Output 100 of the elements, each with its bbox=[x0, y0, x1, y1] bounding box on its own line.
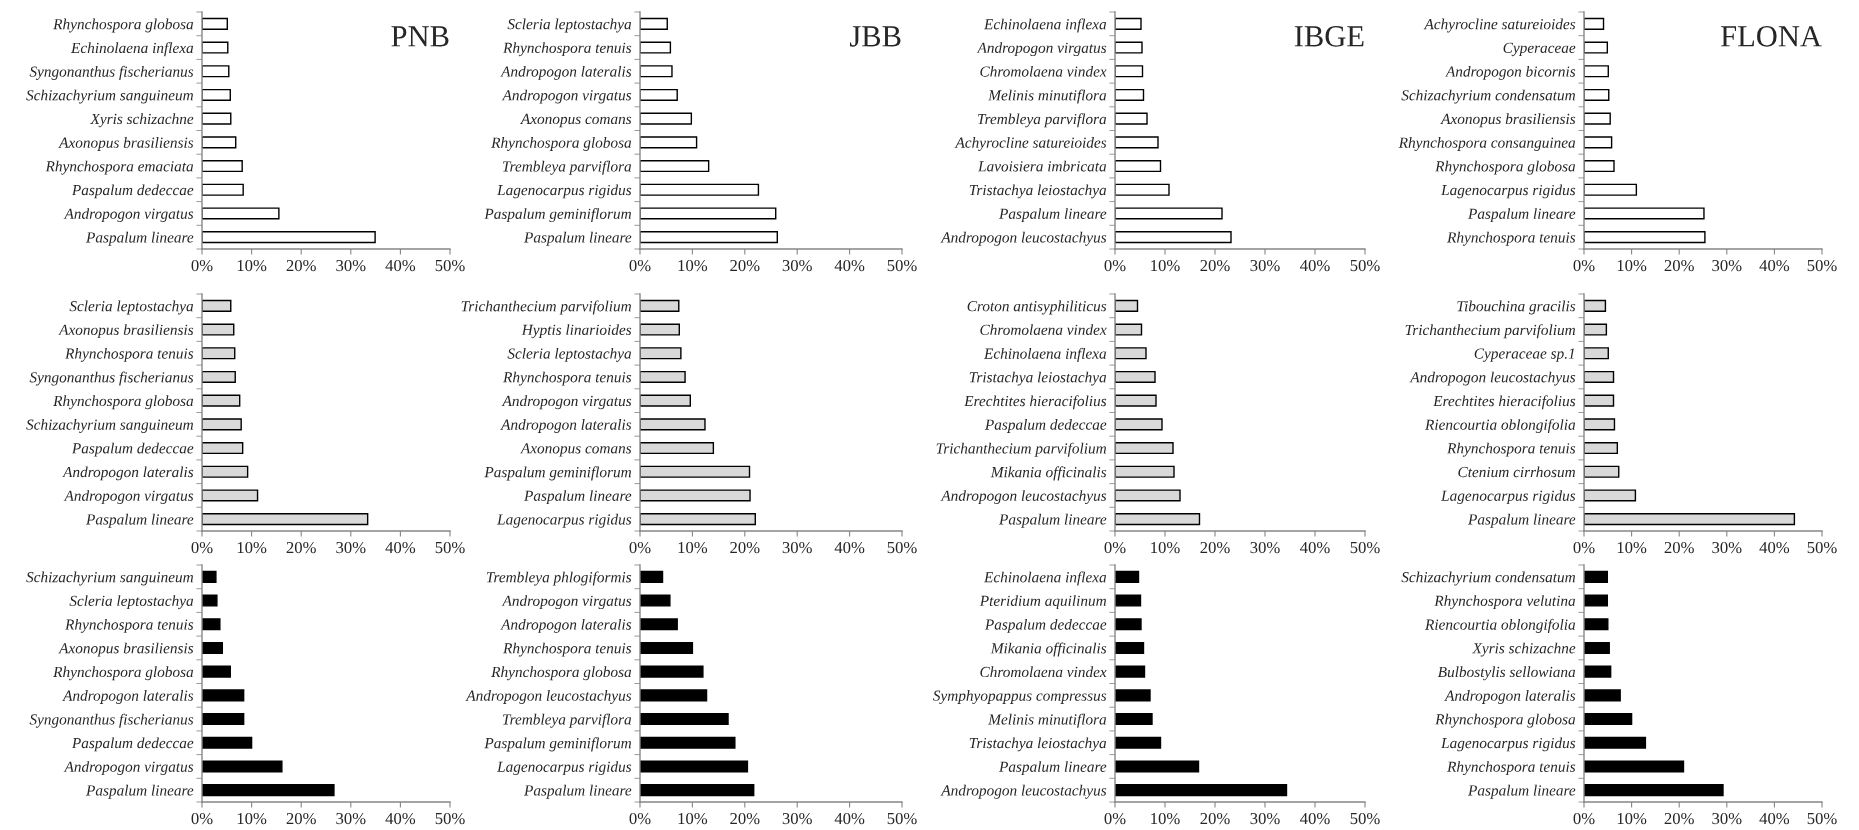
bar bbox=[202, 41, 229, 54]
x-tick-label: 0% bbox=[629, 541, 651, 554]
x-tick-label: 20% bbox=[286, 812, 316, 825]
y-tick-label: Mikania officinalis bbox=[990, 642, 1107, 657]
bar bbox=[1584, 183, 1638, 196]
x-tick-label: 50% bbox=[887, 259, 917, 272]
bar bbox=[1115, 618, 1142, 631]
bar bbox=[640, 570, 664, 583]
y-tick-label: Paspalum geminiflorum bbox=[484, 466, 632, 481]
y-tick-label: Riencourtia oblongifolia bbox=[1424, 618, 1576, 633]
x-tick-label: 20% bbox=[730, 541, 760, 554]
bar bbox=[640, 17, 668, 30]
bar bbox=[640, 618, 678, 631]
y-tick-label: Rhynchospora tenuis bbox=[503, 42, 632, 57]
bar bbox=[202, 160, 243, 173]
y-tick-label: Rhynchospora globosa bbox=[1435, 160, 1576, 175]
bar bbox=[640, 489, 751, 502]
x-tick-label: 40% bbox=[1759, 812, 1790, 825]
x-tick-label: 40% bbox=[385, 812, 416, 825]
y-tick-label: Scleria leptostachya bbox=[69, 300, 194, 315]
bar bbox=[1115, 370, 1156, 383]
bar bbox=[1115, 570, 1140, 583]
y-tick-label: Paspalum lineare bbox=[523, 231, 632, 246]
bar bbox=[1115, 465, 1175, 478]
bar bbox=[1115, 760, 1200, 773]
y-tick-label: Andropogon lateralis bbox=[500, 618, 632, 633]
bar bbox=[640, 41, 672, 54]
y-tick-label: Paspalum lineare bbox=[523, 784, 632, 799]
x-tick-label: 40% bbox=[385, 259, 416, 272]
x-tick-label: 40% bbox=[1759, 541, 1790, 554]
x-tick-label: 20% bbox=[730, 812, 760, 825]
bar bbox=[1115, 713, 1153, 726]
y-tick-label: Andropogon virgatus bbox=[63, 208, 194, 222]
y-tick-label: Paspalum dedeccae bbox=[71, 442, 194, 457]
bar bbox=[1115, 207, 1223, 220]
bar bbox=[202, 183, 244, 196]
x-tick-label: 20% bbox=[1664, 259, 1694, 272]
bar bbox=[202, 418, 242, 431]
bar bbox=[1115, 513, 1201, 526]
x-tick-label: 0% bbox=[1104, 541, 1126, 554]
y-tick-label: Xyris schizachne bbox=[90, 113, 194, 128]
x-tick-label: 50% bbox=[435, 541, 465, 554]
y-tick-label: Paspalum geminiflorum bbox=[484, 737, 632, 752]
bar bbox=[640, 513, 756, 526]
bar bbox=[1115, 665, 1146, 678]
y-tick-label: Tristachya leiostachya bbox=[969, 371, 1107, 386]
x-tick-label: 30% bbox=[336, 259, 366, 272]
y-tick-label: Axonopus comans bbox=[520, 113, 632, 128]
x-tick-label: 30% bbox=[1250, 541, 1280, 554]
y-tick-label: Chromolaena vindex bbox=[980, 324, 1107, 336]
y-tick-label: Rhynchospora globosa bbox=[53, 395, 194, 410]
y-tick-label: Trembleya phlogiformis bbox=[486, 571, 632, 586]
x-tick-label: 10% bbox=[1617, 812, 1647, 825]
bar bbox=[1115, 299, 1139, 312]
bar bbox=[1115, 136, 1159, 149]
bar bbox=[1115, 489, 1181, 502]
y-tick-label: Syngonanthus fischerianus bbox=[29, 371, 194, 386]
y-tick-label: Rhynchospora tenuis bbox=[1447, 231, 1576, 246]
y-tick-label: Bulbostylis sellowiana bbox=[1437, 666, 1576, 681]
y-tick-label: Achyrocline satureioides bbox=[954, 137, 1107, 151]
y-tick-label: Rhynchospora tenuis bbox=[65, 347, 194, 362]
bar bbox=[640, 418, 706, 431]
bar bbox=[1584, 641, 1610, 654]
x-tick-label: 10% bbox=[237, 259, 267, 272]
bar bbox=[1115, 347, 1147, 360]
bar bbox=[1115, 65, 1144, 78]
y-tick-label: Syngonanthus fischerianus bbox=[29, 713, 194, 728]
y-tick-label: Riencourtia oblongifolia bbox=[1424, 418, 1576, 433]
bar bbox=[202, 231, 376, 244]
y-tick-label: Chromolaena vindex bbox=[980, 666, 1107, 678]
x-tick-label: 0% bbox=[191, 812, 213, 825]
bar bbox=[1115, 17, 1142, 30]
bar bbox=[202, 665, 231, 678]
bar bbox=[202, 370, 236, 383]
bar bbox=[1584, 207, 1705, 220]
x-tick-label: 40% bbox=[1300, 541, 1330, 554]
bar bbox=[1584, 299, 1607, 312]
y-tick-label: Schizachyrium sanguineum bbox=[26, 89, 194, 104]
y-tick-label: Paspalum dedeccae bbox=[984, 618, 1107, 633]
bar bbox=[202, 323, 235, 336]
bar bbox=[640, 594, 671, 607]
bar bbox=[1584, 665, 1612, 678]
bar bbox=[640, 231, 778, 244]
bar bbox=[202, 784, 335, 797]
x-tick-label: 30% bbox=[782, 259, 812, 272]
y-tick-label: Rhynchospora emaciata bbox=[45, 160, 194, 175]
bar bbox=[202, 17, 228, 30]
bar bbox=[202, 736, 253, 749]
y-tick-label: Rhynchospora globosa bbox=[53, 666, 194, 681]
x-tick-label: 10% bbox=[678, 541, 708, 554]
y-tick-label: Andropogon virgatus bbox=[63, 761, 194, 775]
y-tick-label: Rhynchospora consanguinea bbox=[1398, 137, 1576, 151]
bar bbox=[640, 370, 686, 383]
bar bbox=[1584, 489, 1637, 502]
bar bbox=[1584, 465, 1620, 478]
x-tick-label: 0% bbox=[1573, 259, 1595, 272]
bar bbox=[1115, 323, 1143, 336]
x-tick-label: 30% bbox=[782, 812, 812, 825]
x-tick-label: 40% bbox=[834, 812, 865, 825]
y-tick-label: Hyptis linarioides bbox=[521, 324, 632, 339]
